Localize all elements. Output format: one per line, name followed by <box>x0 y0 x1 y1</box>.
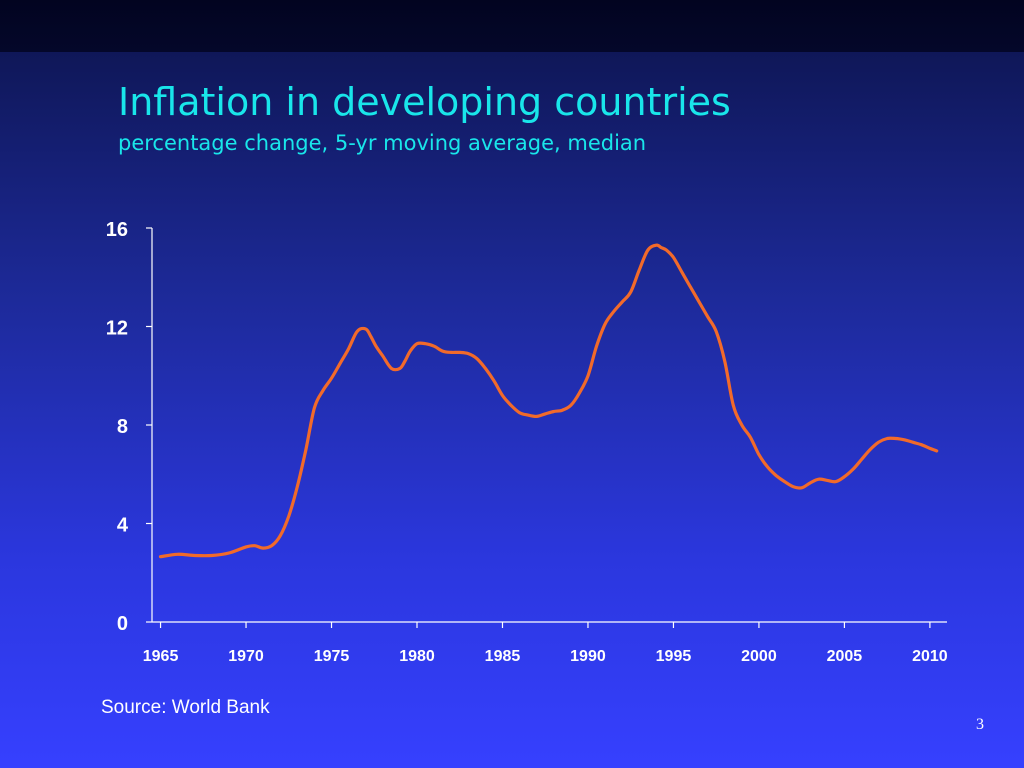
x-tick-label: 1990 <box>570 648 606 665</box>
y-tick-label: 12 <box>106 318 128 340</box>
x-tick-label: 1975 <box>314 648 350 665</box>
source-note: Source: World Bank <box>101 697 270 718</box>
x-tick-label: 2000 <box>741 648 777 665</box>
y-tick-label: 8 <box>117 416 128 438</box>
y-tick-label: 16 <box>106 219 128 241</box>
x-tick-label: 2010 <box>912 648 948 665</box>
y-tick-label: 4 <box>117 515 129 537</box>
chart-axes <box>151 228 947 623</box>
chart-series <box>158 243 939 559</box>
x-tick-label: 1995 <box>656 648 692 665</box>
slide-subtitle: percentage change, 5-yr moving average, … <box>118 131 647 155</box>
page-number: 3 <box>976 716 984 733</box>
slide-title: Inflation in developing countries <box>118 80 731 124</box>
x-tick-label: 2005 <box>827 648 863 665</box>
x-tick-label: 1985 <box>485 648 521 665</box>
x-tick-label: 1965 <box>143 648 179 665</box>
inflation-series-line <box>158 243 939 559</box>
x-tick-label: 1980 <box>399 648 435 665</box>
x-tick-label: 1970 <box>228 648 264 665</box>
chart-ticks: 0 4 8 12 16 1965 1970 1975 1980 1985 1990 1995 2000 2… <box>106 219 948 665</box>
y-tick-label: 0 <box>117 613 128 635</box>
